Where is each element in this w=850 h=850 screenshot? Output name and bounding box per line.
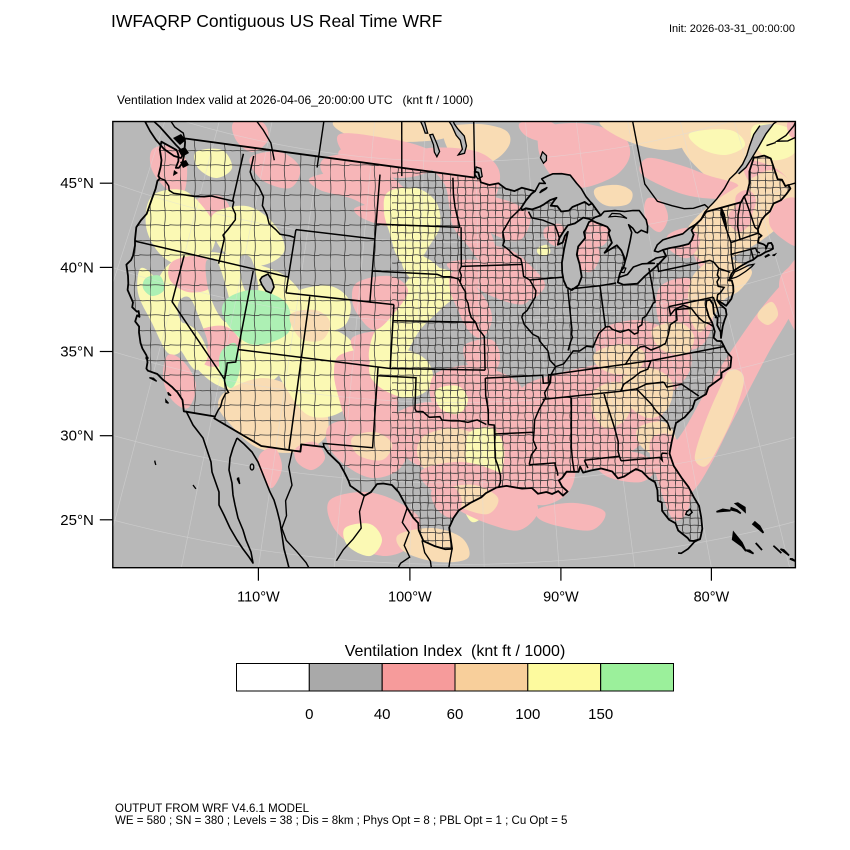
svg-text:110°W: 110°W [237,590,280,606]
svg-text:35°N: 35°N [60,344,94,361]
svg-text:40: 40 [374,706,391,723]
svg-text:OUTPUT FROM WRF V4.6.1 MODEL: OUTPUT FROM WRF V4.6.1 MODEL [115,803,310,815]
svg-text:Init: 2026-03-31_00:00:00: Init: 2026-03-31_00:00:00 [669,23,795,35]
svg-text:WE = 580 ; SN = 380 ; Levels =: WE = 580 ; SN = 380 ; Levels = 38 ; Dis … [115,815,567,827]
svg-text:90°W: 90°W [543,590,579,606]
svg-text:150: 150 [588,706,613,723]
svg-text:25°N: 25°N [60,512,94,529]
svg-text:40°N: 40°N [60,259,94,276]
svg-text:45°N: 45°N [60,175,94,192]
svg-text:100°W: 100°W [388,590,432,606]
svg-text:30°N: 30°N [60,428,94,445]
svg-text:80°W: 80°W [694,590,730,606]
svg-text:0: 0 [305,706,313,723]
svg-text:Ventilation Index (knt ft / 1: Ventilation Index (knt ft / 1000) [345,643,566,660]
svg-text:100: 100 [515,706,540,723]
svg-text:IWFAQRP Contiguous US Real Tim: IWFAQRP Contiguous US Real Time WRF [111,11,442,31]
svg-text:Ventilation Index valid at 202: Ventilation Index valid at 2026-04-06_20… [117,93,473,107]
svg-text:60: 60 [447,706,464,723]
